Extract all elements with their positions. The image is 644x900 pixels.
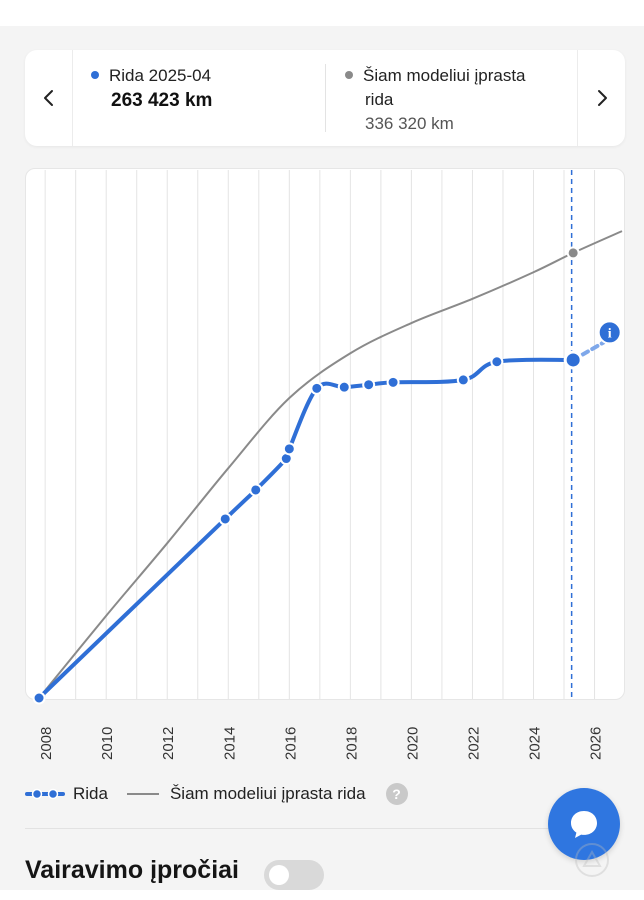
driving-habits-toggle[interactable]	[264, 860, 324, 890]
typical-legend-swatch	[126, 793, 159, 795]
rida-data-point	[362, 378, 376, 392]
rida-data-point	[563, 350, 583, 370]
current-mileage-label-text: Rida 2025-04	[109, 66, 212, 85]
card-divider	[325, 64, 326, 132]
rida-data-point	[218, 512, 232, 526]
next-button[interactable]	[577, 50, 625, 146]
x-tick-label: 2022	[465, 727, 482, 760]
rida-data-point	[32, 691, 46, 705]
info-icon	[597, 320, 622, 345]
driving-habits-title: Vairavimo įpročiai	[25, 856, 239, 884]
typical-mileage-label-cont: rida	[365, 90, 394, 109]
chart-legend: Rida Šiam modeliui įprasta rida ?	[25, 780, 408, 808]
info-icon-glyph: i	[608, 326, 612, 341]
x-tick-label: 2008	[38, 727, 55, 760]
typical-mileage-line	[38, 230, 623, 699]
rida-data-point	[249, 483, 263, 497]
question-icon[interactable]: ?	[385, 783, 408, 805]
chat-button[interactable]	[548, 788, 620, 860]
x-tick-label: 2024	[526, 727, 543, 760]
rida-data-point	[490, 355, 504, 369]
chat-bubble-icon	[571, 811, 597, 838]
current-mileage-value: 263 423 km	[111, 90, 213, 111]
x-tick-label: 2020	[404, 727, 421, 760]
section-divider	[25, 828, 619, 829]
x-tick-label: 2014	[221, 727, 238, 760]
rida-data-point	[456, 373, 470, 387]
typical-mileage-block: Šiam modeliui įprasta rida 336 320 km	[345, 64, 526, 136]
rida-line	[37, 357, 576, 700]
rida-data-point	[337, 380, 351, 394]
brand-watermark-icon	[575, 843, 609, 877]
typical-mileage-label: Šiam modeliui įprasta	[345, 64, 526, 88]
rida-legend-swatch	[25, 788, 65, 800]
rida-data-point	[310, 381, 324, 395]
legend-typical-label: Šiam modeliui įprasta rida	[169, 784, 366, 803]
mileage-chart: 2008 2010 2012 2014 2016 2018 2020 2022 2024 2026…	[32, 170, 623, 760]
rida-dot-icon	[91, 70, 99, 79]
prev-button[interactable]	[25, 50, 73, 146]
x-tick-label: 2010	[99, 727, 116, 760]
chevron-right-icon	[597, 90, 607, 106]
typical-mileage-label-text: Šiam modeliui įprasta	[363, 66, 526, 85]
x-tick-label: 2012	[160, 727, 177, 760]
x-tick-label: 2016	[282, 727, 299, 760]
typical-mileage-value: 336 320 km	[365, 114, 454, 133]
toggle-knob	[269, 865, 289, 885]
legend-rida-label: Rida	[73, 784, 108, 803]
typical-data-point	[566, 246, 580, 260]
top-band	[0, 0, 644, 26]
chart-frame	[25, 168, 625, 700]
rida-data-point	[282, 442, 296, 456]
current-mileage-block: Rida 2025-04 263 423 km	[91, 64, 212, 114]
summary-card: Rida 2025-04 263 423 km Šiam modeliui įp…	[25, 50, 625, 146]
typical-dot-icon	[345, 70, 353, 79]
bottom-band	[0, 890, 644, 900]
rida-data-point	[386, 375, 400, 389]
current-mileage-label: Rida 2025-04	[91, 64, 212, 88]
chevron-left-icon	[43, 90, 53, 106]
x-tick-label: 2018	[343, 727, 360, 760]
x-tick-label: 2026	[588, 727, 605, 760]
